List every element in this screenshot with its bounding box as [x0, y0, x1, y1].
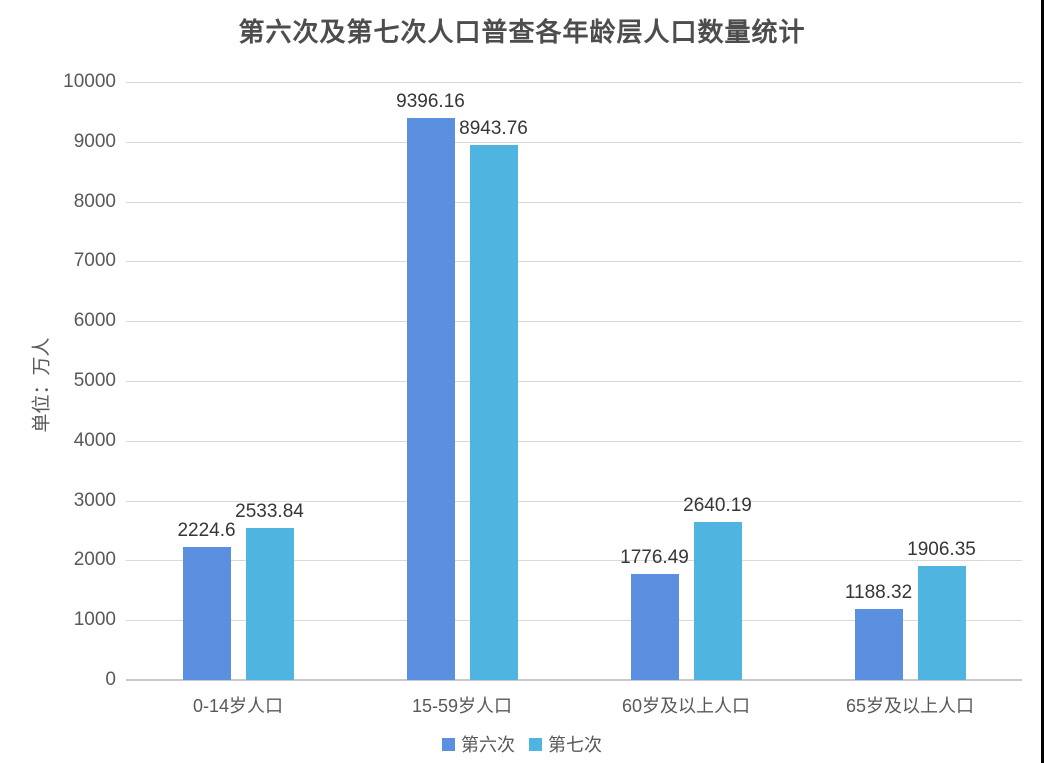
gridline	[126, 560, 1022, 562]
legend-swatch-icon	[529, 737, 542, 751]
y-axis-tick-label: 4000	[73, 429, 116, 451]
chart-title: 第六次及第七次人口普查各年龄层人口数量统计	[238, 17, 806, 47]
gridline	[126, 381, 1022, 382]
y-axis-tick-label: 7000	[73, 250, 116, 272]
bar-value-label: 9396.16	[396, 91, 465, 113]
y-axis-tick-label: 6000	[73, 310, 116, 332]
gridline	[126, 82, 1022, 83]
bar-series1	[182, 546, 231, 680]
gridline	[126, 141, 1022, 143]
bar-value-label: 1906.35	[907, 539, 976, 560]
screenshot-right-border	[1041, 0, 1044, 763]
bar-series2	[245, 528, 294, 680]
bar-value-label: 2640.19	[683, 495, 752, 517]
bar-value-label: 1188.32	[844, 581, 913, 603]
gridline	[126, 321, 1022, 323]
y-axis-tick-label: 3000	[73, 489, 116, 511]
legend: 第六次 第七次	[0, 731, 1044, 757]
bar-value-label: 1776.49	[620, 546, 689, 568]
y-axis-tick-label: 0	[105, 669, 116, 690]
bar-series1	[630, 573, 679, 680]
plot-area	[126, 82, 1022, 681]
bar-series1	[854, 608, 903, 680]
gridline	[126, 440, 1022, 442]
legend-item: 第七次	[529, 731, 602, 757]
bar-series2	[917, 566, 966, 680]
legend-swatch-icon	[442, 737, 455, 751]
y-axis-tick-label: 2000	[73, 549, 116, 571]
y-axis-tick-label: 1000	[73, 609, 116, 631]
gridline	[126, 500, 1022, 502]
y-axis-tick-label: 10000	[63, 71, 116, 92]
x-axis-line	[126, 679, 1022, 681]
bar-series1	[406, 118, 455, 680]
x-axis-category-label: 65岁及以上人口	[845, 696, 975, 716]
x-axis-category-label: 60岁及以上人口	[621, 696, 751, 716]
bar-series2	[693, 522, 742, 680]
y-axis-tick-label: 5000	[73, 370, 116, 391]
legend-item: 第六次	[442, 731, 515, 757]
gridline	[126, 261, 1022, 263]
y-axis-tick-label: 9000	[73, 130, 116, 152]
gridline	[126, 201, 1022, 203]
legend-label: 第六次	[461, 735, 515, 755]
bar-value-label: 2533.84	[235, 501, 304, 523]
x-axis-category-label: 15-59岁人口	[411, 696, 513, 716]
bar-value-label: 8943.76	[459, 118, 528, 140]
y-axis-tick-label: 8000	[73, 190, 116, 212]
gridline	[126, 620, 1022, 622]
x-axis-category-label: 0-14岁人口	[192, 696, 284, 716]
legend-label: 第七次	[548, 735, 602, 755]
bar-series2	[469, 145, 518, 680]
bar-value-label: 2224.6	[177, 519, 236, 541]
